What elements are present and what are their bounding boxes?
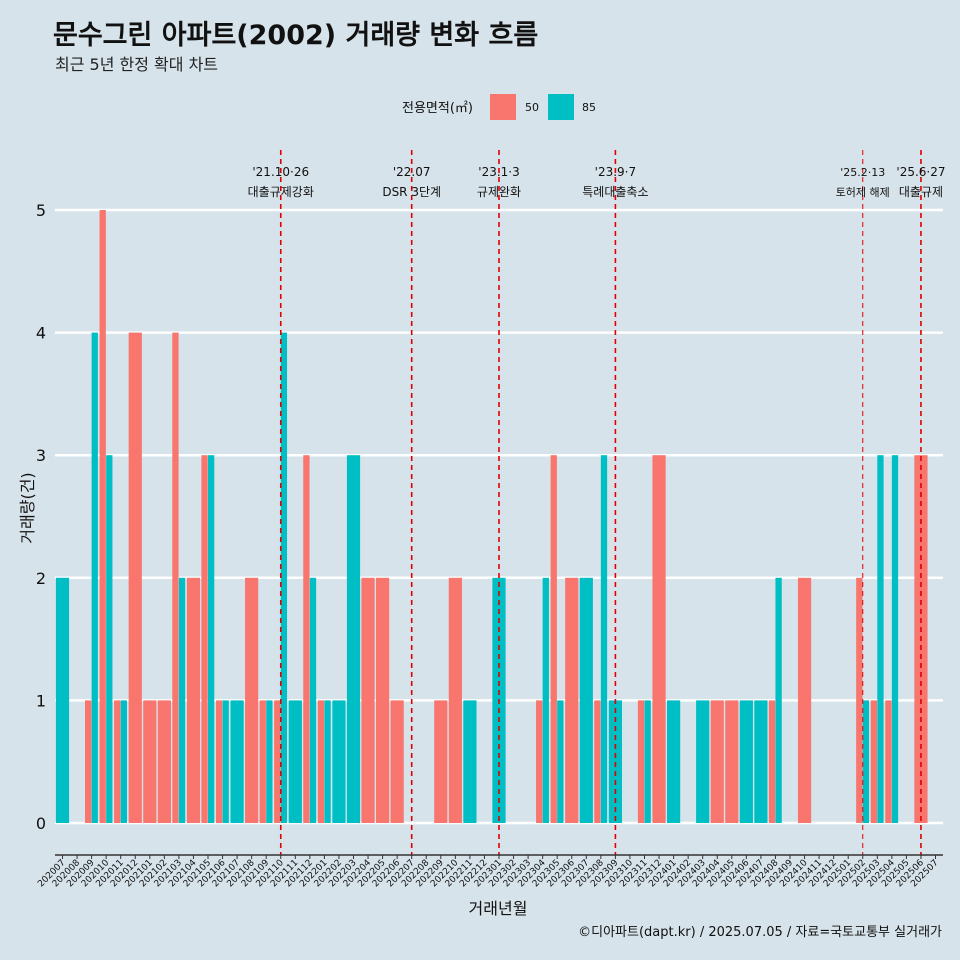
bar-85-202007: [55, 577, 70, 823]
bar-50-202009: [85, 700, 92, 823]
bar-50-202109: [259, 700, 266, 823]
bar-85-202010: [106, 455, 113, 823]
y-axis: 0 1 2 3 4 5: [36, 201, 46, 833]
legend-title: 전용면적(㎡): [402, 101, 473, 116]
bar-85-202406: [739, 700, 753, 823]
bar-85-202408: [775, 577, 782, 823]
bar-50-202011: [114, 700, 121, 823]
bar-85-202202: [332, 700, 346, 823]
event-date-202110: '21.10·26: [252, 165, 309, 179]
bar-50-202204: [361, 577, 375, 823]
legend: 전용면적(㎡) 50 85: [402, 94, 596, 120]
bar-50-202408: [768, 700, 776, 823]
bar-85-202311: [644, 700, 651, 823]
bar-85-202403: [696, 700, 710, 823]
bar-50-202304: [536, 700, 543, 823]
y-tick-label: 4: [36, 324, 46, 343]
bar-85-202009: [91, 332, 98, 823]
bar-50-202308: [594, 700, 601, 823]
event-lines: [279, 150, 922, 855]
bar-85-202203: [346, 455, 361, 823]
bar-50-202105: [201, 455, 208, 823]
bar-50-202410: [797, 577, 812, 823]
bar-50-202106: [215, 700, 223, 823]
bar-50-202311: [637, 700, 645, 823]
bar-85-202401: [667, 700, 681, 823]
bar-85-202011: [120, 700, 127, 823]
y-axis-title: 거래량(건): [18, 472, 37, 543]
y-tick-label: 1: [36, 691, 46, 710]
bar-85-202109: [266, 700, 273, 823]
event-date-202506: '25.6·27: [896, 165, 945, 179]
legend-swatch-85: [548, 94, 574, 120]
x-axis-title: 거래년월: [469, 899, 528, 918]
event-label-202301: 규제완화: [477, 185, 521, 199]
bar-50-202012: [128, 332, 142, 823]
bar-50-202306: [565, 577, 579, 823]
event-annotations: '21.10·26 대출규제강화 '22.07 DSR 3단계 '23.1·3 규제완화 '…: [248, 165, 946, 199]
y-tick-label: 0: [36, 814, 46, 833]
bar-50-202102: [157, 700, 171, 823]
bar-85-202503: [877, 455, 884, 823]
bar-85-202308: [600, 455, 608, 823]
chart-subtitle: 최근 5년 한정 확대 차트: [55, 55, 218, 74]
chart-title: 문수그린 아파트(2002) 거래량 변화 흐름: [53, 20, 538, 51]
event-date-202207: '22.07: [393, 165, 431, 179]
event-date-202309: '23.9·7: [595, 165, 636, 179]
y-tick-label: 2: [36, 569, 46, 588]
event-label-202207: DSR 3단계: [382, 185, 441, 199]
bar-50-202104: [186, 577, 201, 823]
bar-85-202305: [557, 700, 564, 823]
bar-50-202312: [652, 455, 666, 823]
event-label-202309: 특례대출축소: [582, 185, 648, 199]
bar-50-202108: [245, 577, 259, 823]
bar-50-202206: [390, 700, 404, 823]
legend-label-50: 50: [525, 101, 539, 114]
bar-50-202103: [172, 332, 179, 823]
caption: ©디아파트(dapt.kr) / 2025.07.05 / 자료=국토교통부 실…: [578, 925, 942, 940]
event-label-202502: 토허제 해제: [836, 185, 890, 199]
bar-85-202201: [324, 700, 331, 823]
bar-50-202503: [870, 700, 877, 823]
bar-50-202101: [143, 700, 157, 823]
legend-swatch-50: [490, 94, 516, 120]
bar-50-202209: [434, 700, 448, 823]
bar-50-202504: [885, 700, 892, 823]
bar-50-202305: [550, 455, 557, 823]
bar-50-202404: [710, 700, 724, 823]
bar-85-202111: [288, 700, 302, 823]
bar-85-202504: [891, 455, 899, 823]
bar-85-202309: [608, 700, 622, 823]
bar-50-202201: [317, 700, 325, 823]
y-tick-label: 3: [36, 446, 46, 465]
bar-85-202211: [463, 700, 477, 823]
event-date-202502: '25.2·13: [840, 166, 885, 179]
bar-85-202304: [542, 577, 549, 823]
bar-85-202105: [208, 455, 215, 823]
bar-85-202307: [579, 577, 593, 823]
bar-50-202502: [856, 577, 863, 823]
bar-85-202107: [230, 700, 244, 823]
bar-85-202106: [222, 700, 229, 823]
event-label-202506: 대출규제: [899, 185, 943, 199]
event-date-202301: '23.1·3: [478, 165, 519, 179]
bar-85-202103: [178, 577, 186, 823]
bar-50-202205: [376, 577, 390, 823]
bar-50-202010: [99, 210, 106, 823]
bar-85-202502: [862, 700, 870, 823]
bar-85-202112: [309, 577, 317, 823]
bar-50-202405: [725, 700, 739, 823]
y-tick-label: 5: [36, 201, 46, 220]
bar-50-202210: [448, 577, 462, 823]
legend-label-85: 85: [582, 101, 596, 114]
bar-85-202407: [754, 700, 768, 823]
event-label-202110: 대출규제강화: [248, 185, 314, 199]
bar-50-202110: [274, 700, 281, 823]
x-axis: 2020072020082020092020102020112020122021…: [36, 854, 943, 889]
bars: [55, 210, 928, 823]
bar-85-202110: [280, 332, 288, 823]
bar-50-202112: [303, 455, 310, 823]
